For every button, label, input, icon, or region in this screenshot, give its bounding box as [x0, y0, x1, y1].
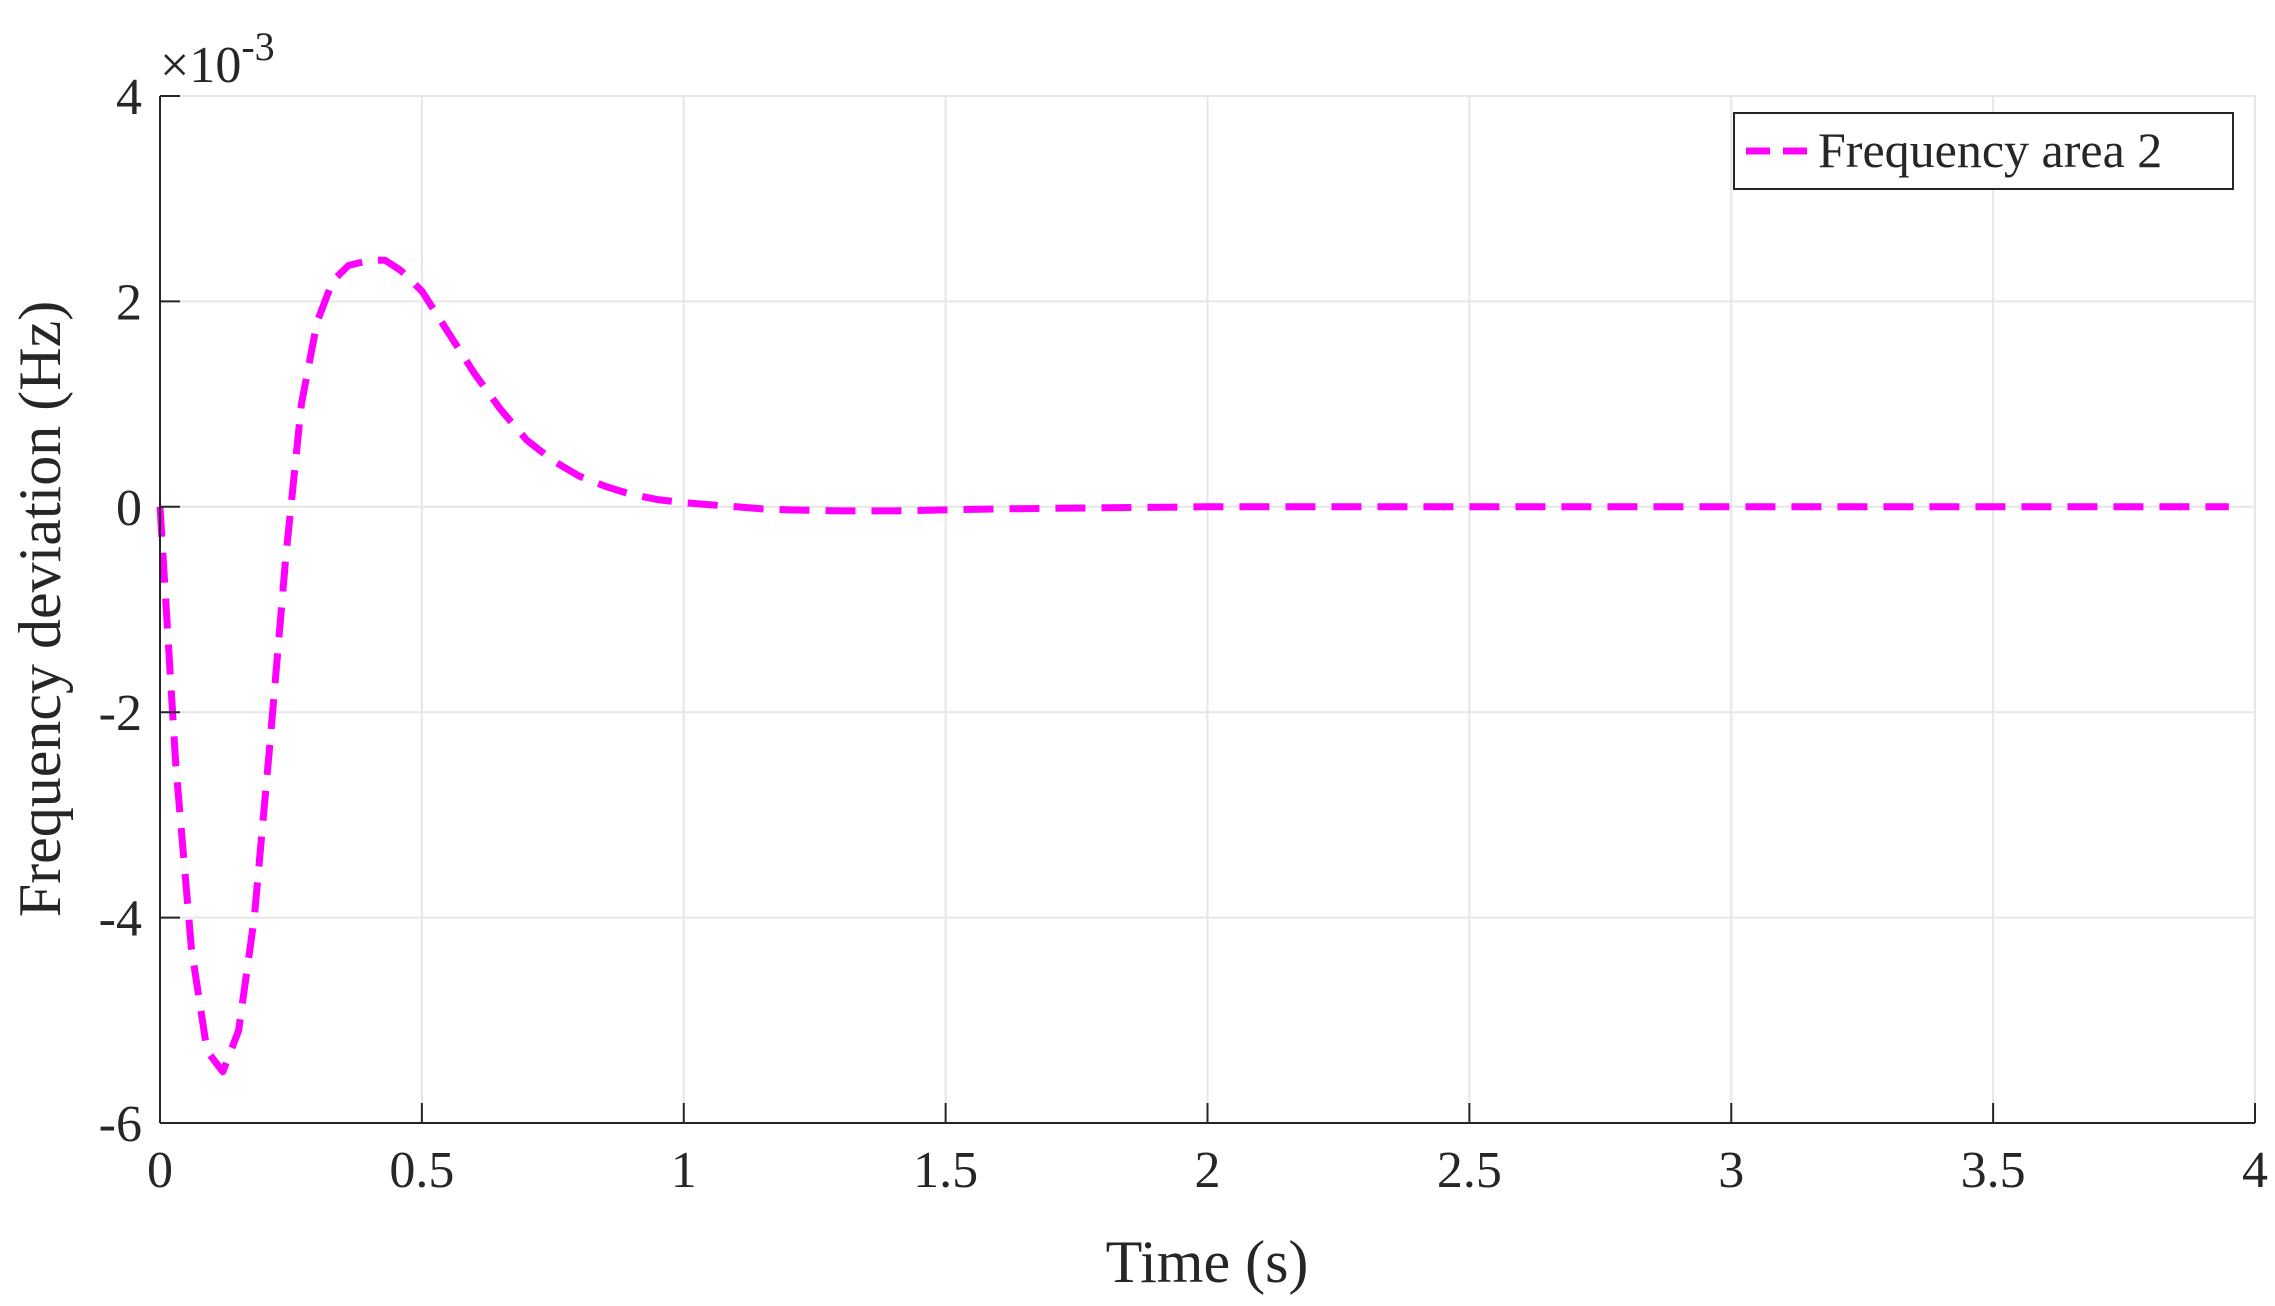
x-tick-label: 3 [1718, 1142, 1744, 1199]
x-tick-label: 2.5 [1437, 1142, 1502, 1199]
axes [159, 95, 2256, 1124]
y-exponent-power: -3 [241, 24, 274, 69]
y-exponent-base: ×10 [160, 37, 241, 94]
legend: Frequency area 2 [1733, 112, 2234, 190]
x-tick-label: 1 [671, 1142, 697, 1199]
y-tick-label: -4 [99, 891, 142, 948]
x-tick-label: 4 [2242, 1142, 2268, 1199]
series-layer [156, 256, 2229, 1076]
tick-labels: 0 0.5 1 1.5 2 2.5 3 3.5 4 -6 -4 -2 0 2 4 [99, 69, 2268, 1199]
y-axis-label: Frequency deviation (Hz) [7, 301, 73, 917]
y-tick-label: 4 [116, 69, 142, 126]
legend-entry-frequency-area-2: Frequency area 2 [1818, 122, 2162, 178]
x-tick-label: 1.5 [913, 1142, 978, 1199]
x-tick-label: 2 [1195, 1142, 1221, 1199]
y-exponent-label: ×10-3 [160, 24, 275, 94]
y-tick-label: 0 [116, 480, 142, 537]
x-tick-label: 3.5 [1961, 1142, 2026, 1199]
legend-box [1733, 112, 2234, 190]
y-tick-label: -6 [99, 1096, 142, 1153]
y-tick-label: 2 [116, 274, 142, 331]
x-axis-label: Time (s) [1106, 1229, 1309, 1295]
x-tick-label: 0.5 [389, 1142, 454, 1199]
series-line-frequency-area-2 [156, 256, 2229, 1076]
x-tick-label: 0 [147, 1142, 173, 1199]
y-tick-label: -2 [99, 685, 142, 742]
